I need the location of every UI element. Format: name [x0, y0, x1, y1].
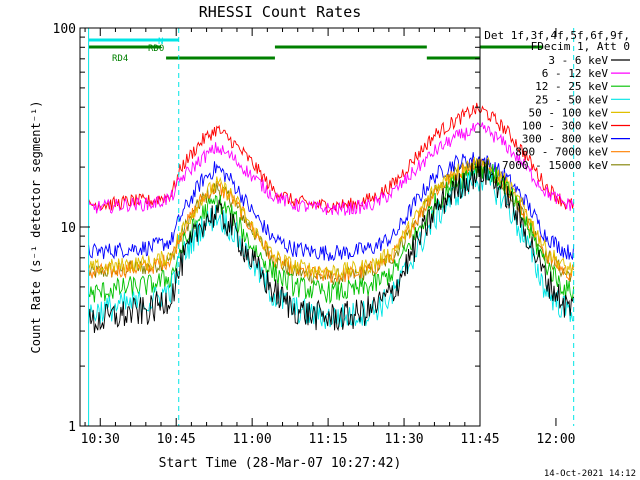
- plot-frame: [79, 27, 481, 427]
- legend-header-line-2: FDecim 1, Att 0: [531, 40, 630, 53]
- series-layer: [88, 102, 575, 334]
- x-tick-label-1: 10:45: [157, 432, 196, 447]
- x-tick-label-2: 11:00: [233, 432, 272, 447]
- legend-label-0: 3 - 6 keV: [548, 54, 608, 67]
- legend-label-4: 50 - 100 keV: [529, 106, 609, 119]
- x-tick-label-0: 10:30: [81, 432, 120, 447]
- legend-label-7: 800 - 7000 keV: [515, 146, 608, 159]
- legend-label-8: 7000 - 15000 keV: [502, 159, 608, 172]
- x-tick-label-4: 11:30: [384, 432, 423, 447]
- flag-label-rd4: RD4: [112, 54, 128, 64]
- x-tick-label-3: 11:15: [309, 432, 348, 447]
- y-tick-label-0: 1: [68, 420, 76, 435]
- series-line-7000-15000-kev: [88, 157, 575, 285]
- legend-label-5: 100 - 300 keV: [522, 120, 608, 133]
- flag-label-n: N: [158, 37, 163, 47]
- series-line-3-6-kev: [88, 159, 575, 334]
- series-line-12-25-kev: [88, 160, 575, 305]
- legend-label-3: 25 - 50 keV: [535, 93, 608, 106]
- footer-timestamp: 14-Oct-2021 14:12: [544, 469, 636, 479]
- flag-label-rd0: RD0: [148, 44, 164, 54]
- legend: Det 1f,3f,4f,5f,6f,9f,FDecim 1, Att 03 -…: [484, 29, 630, 172]
- axes-layer: 10:30 10:45 11:00 11:15 11:30 11:45 12:00 1 10 10…: [53, 22, 576, 447]
- series-line-25-50-kev: [88, 166, 574, 329]
- x-tick-label-6: 12:00: [536, 432, 575, 447]
- markers-layer: [88, 28, 575, 426]
- y-tick-label-2: 100: [53, 22, 76, 37]
- series-line-6-12-kev: [88, 122, 575, 216]
- legend-label-2: 12 - 25 keV: [535, 80, 608, 93]
- x-axis-label: Start Time (28-Mar-07 10:27:42): [159, 456, 402, 471]
- legend-label-6: 300 - 800 keV: [522, 133, 608, 146]
- chart-title: RHESSI Count Rates: [199, 3, 362, 21]
- legend-label-1: 6 - 12 keV: [542, 67, 609, 80]
- x-tick-label-5: 11:45: [460, 432, 499, 447]
- series-line-100-300-kev: [88, 102, 575, 213]
- legend-header-line-1: Det 1f,3f,4f,5f,6f,9f,: [484, 29, 630, 42]
- y-tick-label-1: 10: [60, 221, 76, 236]
- y-axis-label: Count Rate (s⁻¹ detector segment⁻¹): [29, 101, 43, 354]
- series-line-800-7000-kev: [88, 158, 575, 283]
